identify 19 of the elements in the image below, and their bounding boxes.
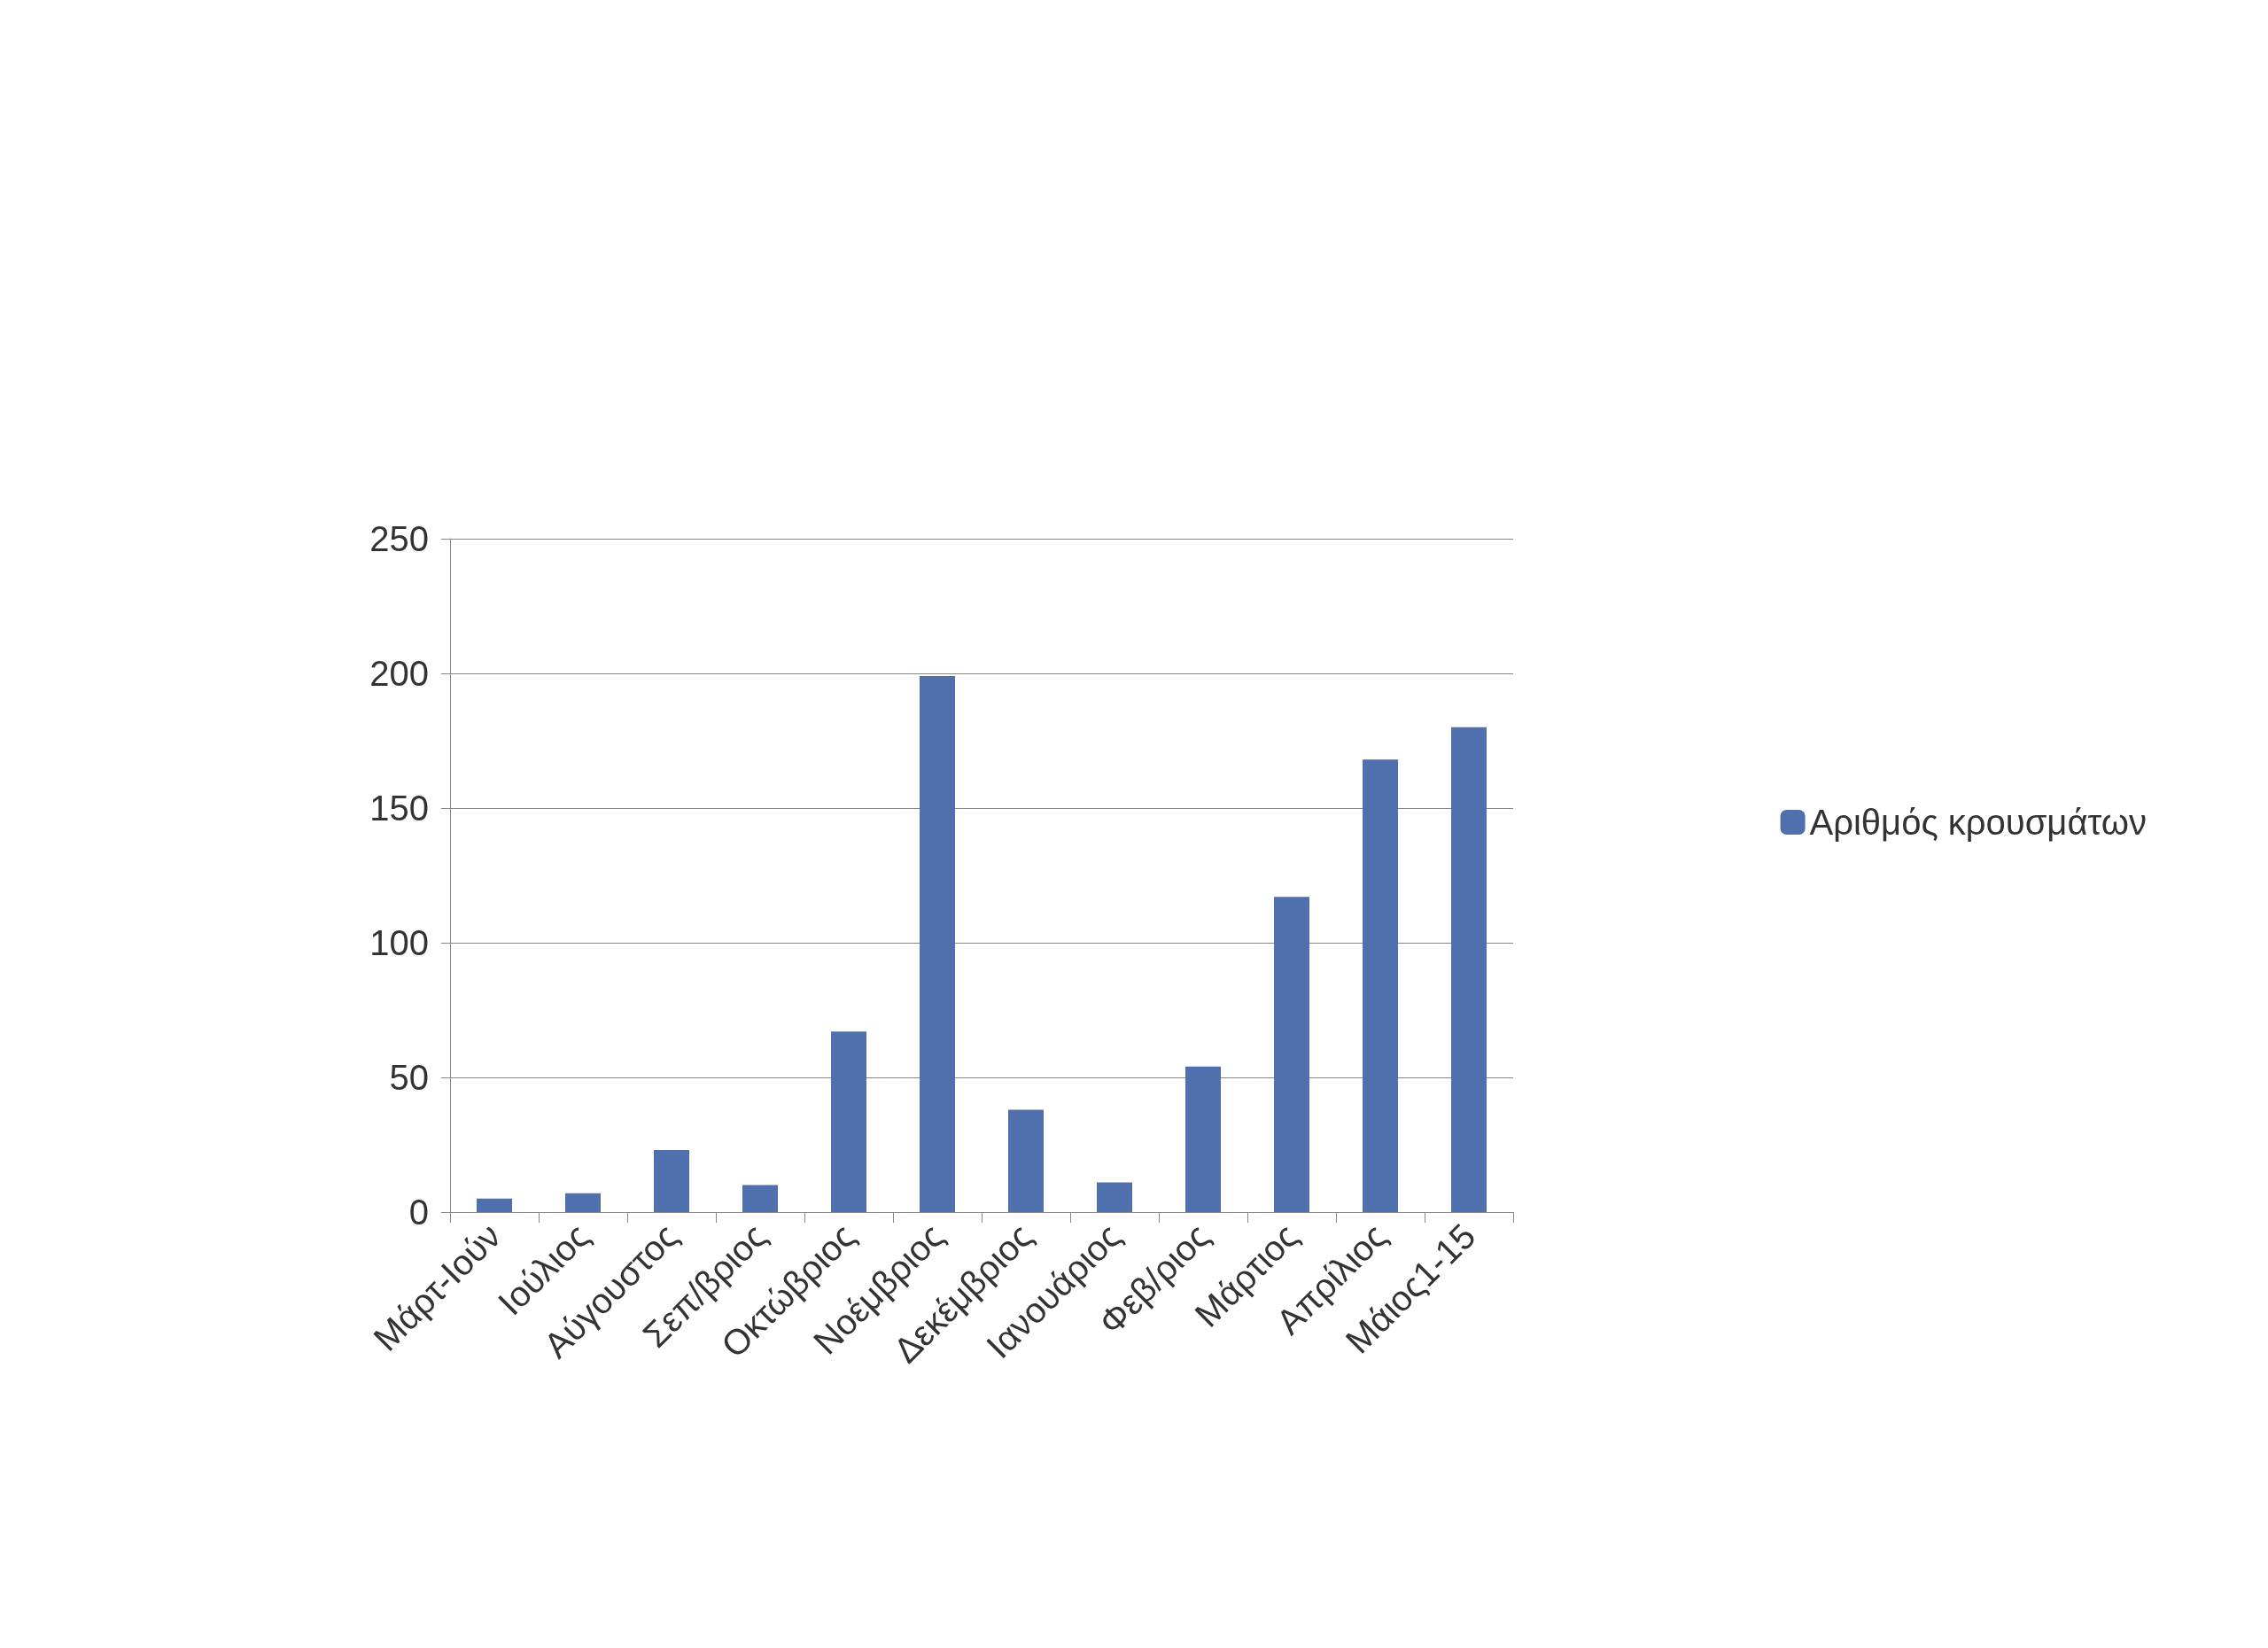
bar <box>1451 727 1487 1212</box>
bar <box>565 1193 601 1212</box>
bar <box>1363 759 1398 1212</box>
y-tick-label: 50 <box>389 1058 429 1097</box>
y-tick-label: 0 <box>408 1193 429 1232</box>
bar <box>920 676 955 1212</box>
y-tick-label: 250 <box>369 519 429 558</box>
bar <box>742 1185 778 1212</box>
legend-label: Αριθμός κρουσμάτων <box>1809 803 2147 842</box>
bar <box>831 1031 866 1212</box>
bar <box>1274 897 1309 1212</box>
bar <box>654 1150 689 1212</box>
bar <box>1185 1066 1221 1212</box>
bar <box>1008 1109 1044 1212</box>
y-tick-label: 100 <box>369 923 429 962</box>
y-tick-label: 150 <box>369 789 429 828</box>
bar <box>1097 1182 1132 1212</box>
bar <box>477 1198 512 1212</box>
y-tick-label: 200 <box>369 654 429 693</box>
